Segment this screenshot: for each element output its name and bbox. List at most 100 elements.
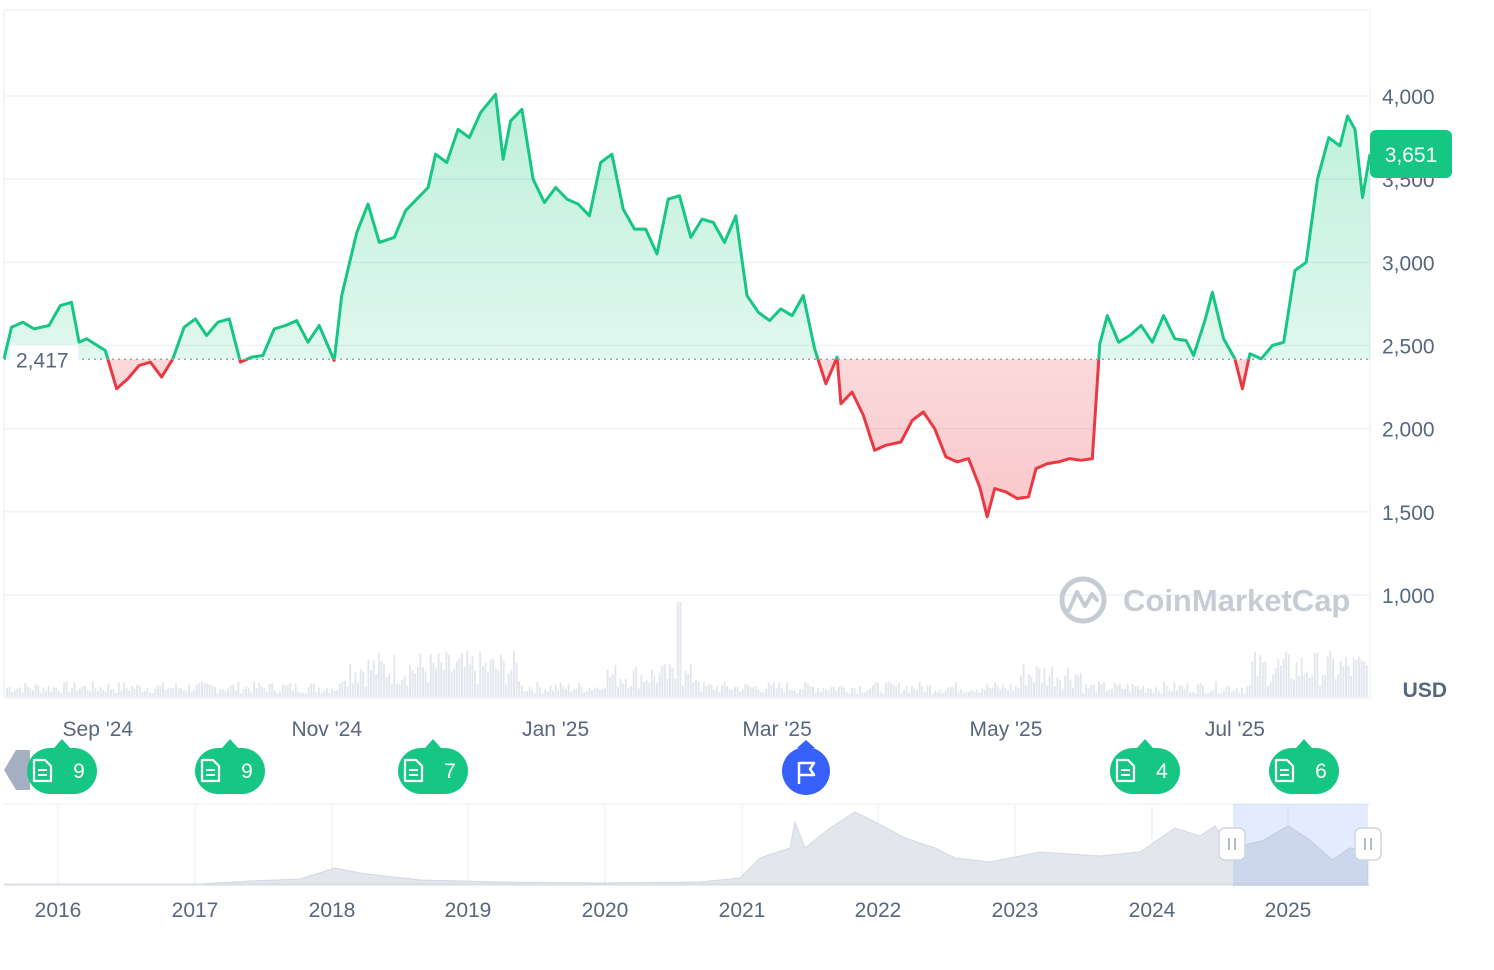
volume-bar [840,685,843,697]
volume-bar [1155,687,1158,697]
event-count: 9 [73,760,85,783]
volume-bar [1233,690,1236,697]
volume-bar [874,681,877,697]
volume-bar [762,691,765,697]
volume-bar [442,669,445,697]
volume-bar [99,686,102,697]
events-scroll-left-icon[interactable] [4,750,30,790]
volume-bar [289,683,292,697]
volume-bar [1243,693,1246,697]
volume-bar [648,683,651,697]
volume-bar [554,684,557,697]
volume-bar [864,692,866,697]
volume-bar [1178,684,1181,697]
volume-bar [242,689,245,697]
volume-bar [851,687,853,697]
volume-bar [344,680,346,697]
volume-bar [663,664,666,697]
area-below-baseline [107,359,1249,517]
volume-bar [1334,678,1337,697]
volume-bar [1017,688,1020,697]
event-news-marker[interactable]: 7 [398,739,468,794]
volume-bar [1137,686,1139,697]
volume-bar [393,654,396,697]
volume-bar [541,693,544,697]
volume-bar [978,692,981,697]
volume-bar [523,691,526,697]
volume-bar [185,690,188,697]
volume-bar [1009,684,1012,697]
event-news-marker[interactable]: 6 [1269,739,1339,794]
volume-bar [619,678,622,697]
volume-bar [169,687,172,697]
volume-bar [190,691,193,697]
volume-bar [362,671,365,697]
volume-bar [463,666,466,697]
volume-bar [409,664,411,697]
y-tick-label: 1,500 [1382,502,1435,525]
navigator-left-handle[interactable] [1218,827,1246,861]
volume-bar [125,687,128,697]
volume-bar [437,653,440,697]
volume-bar [346,686,349,697]
volume-bar [895,686,898,697]
volume-bar [206,683,209,697]
volume-bar [1238,692,1241,697]
navigator-right-handle[interactable] [1354,827,1382,861]
volume-bar [318,687,320,697]
volume-bar [458,658,461,697]
volume-bar [81,686,84,697]
navigator[interactable]: 2016 2017 2018 2019 2020 2021 2022 2023 2024 2025 [4,803,1382,922]
event-flag-marker[interactable] [782,740,830,795]
volume-bar [60,692,63,697]
volume-bar [565,688,567,697]
current-price-label: 3,651 [1385,144,1438,167]
volume-bar [614,665,617,697]
volume-bars [6,602,1368,697]
y-tick-label: 3,000 [1382,252,1435,275]
volume-bar [630,685,632,697]
volume-bar [708,684,710,697]
volume-bar [224,690,227,697]
event-news-marker[interactable]: 9 [27,739,97,794]
volume-bar [1204,693,1207,697]
volume-bar [375,674,378,697]
current-price-tag: 3,651 [1370,130,1452,179]
volume-bar [349,664,352,697]
volume-bar [133,688,136,697]
volume-bar [47,685,50,697]
volume-bar [427,682,430,697]
volume-bar [583,692,586,697]
volume-bar [479,651,482,697]
volume-bar [825,689,827,697]
volume-bar [78,688,81,697]
navigator-selection[interactable] [1233,804,1368,886]
volume-bar [432,662,435,697]
volume-bar [666,679,669,697]
volume-bar [879,691,882,697]
volume-bar [515,662,518,697]
volume-bar [455,661,458,697]
volume-bar [1007,690,1009,697]
event-news-marker[interactable]: 4 [1110,739,1180,794]
volume-bar [461,653,463,697]
volume-bar [726,686,729,697]
volume-bar [853,687,856,697]
volume-bar [1035,666,1038,697]
volume-bar [1087,688,1090,697]
volume-bar [1012,690,1015,697]
volume-bar [518,680,521,697]
events-row: 9 9 7 4 6 [4,739,1339,795]
volume-bar [1168,690,1171,697]
event-news-marker[interactable]: 9 [195,739,265,794]
volume-bar [510,669,513,697]
volume-bar [604,687,606,697]
volume-bar [203,682,206,697]
volume-bar [918,682,921,697]
volume-bar [273,690,276,697]
volume-bar [585,691,588,697]
volume-bar [1339,661,1342,697]
volume-bar [440,662,443,697]
volume-bar [73,682,76,697]
